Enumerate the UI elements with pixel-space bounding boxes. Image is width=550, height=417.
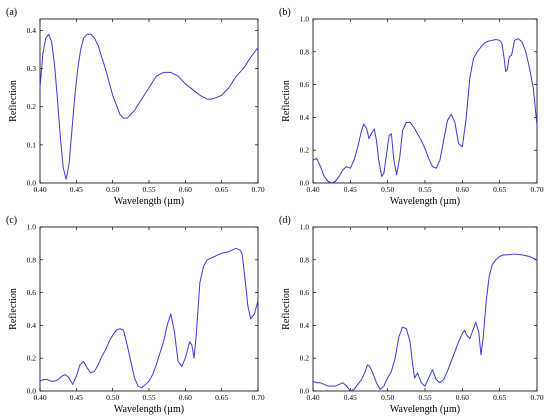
y-tick-label: 0.8	[300, 47, 310, 56]
y-tick-label: 1.0	[300, 223, 310, 232]
x-tick-label: 0.65	[215, 393, 228, 402]
x-axis-title: Wavelength (µm)	[114, 196, 184, 207]
x-tick-label: 0.65	[215, 185, 228, 194]
x-tick-label: 0.70	[251, 185, 264, 194]
plot-frame	[312, 18, 538, 184]
y-tick-label: 0.2	[300, 354, 310, 363]
y-axis-title: Reflection	[281, 288, 292, 330]
y-tick-label: 0.8	[27, 255, 37, 264]
x-tick-label: 0.70	[530, 185, 543, 194]
y-tick-label: 0.0	[300, 387, 310, 396]
panel-label: (d)	[279, 215, 291, 226]
x-tick-label: 0.55	[418, 185, 431, 194]
y-tick-label: 0.4	[27, 26, 37, 35]
y-tick-label: 0.8	[300, 255, 310, 264]
y-tick-label: 0.0	[27, 179, 37, 188]
x-tick-label: 0.50	[381, 185, 394, 194]
plot-frame	[312, 226, 538, 392]
y-tick-label: 0.4	[300, 321, 310, 330]
x-axis-title: Wavelength (µm)	[390, 404, 460, 415]
x-tick-label: 0.40	[306, 185, 319, 194]
panel-label: (c)	[6, 215, 17, 226]
y-axis-title: Reflection	[281, 80, 292, 122]
y-tick-label: 0.2	[300, 146, 310, 155]
plot-frame	[39, 226, 259, 392]
x-tick-label: 0.55	[142, 393, 155, 402]
series-line-1	[39, 247, 259, 389]
y-tick-label: 1.0	[27, 223, 37, 232]
chart-panel-1: (a) 0.40 0.45 0.50 0.55 0.60 0.65 0.70 0.0 0.1 0.2…	[6, 7, 265, 207]
series-line-1	[312, 253, 538, 392]
y-axis-title: Reflection	[8, 288, 19, 330]
y-tick-label: 0.6	[300, 288, 310, 297]
y-tick-label: 0.0	[27, 387, 37, 396]
x-tick-label: 0.60	[179, 393, 192, 402]
x-axis-title: Wavelength (µm)	[390, 196, 460, 207]
y-tick-label: 0.1	[27, 140, 37, 149]
x-tick-label: 0.40	[33, 185, 46, 194]
y-tick-label: 0.4	[300, 113, 310, 122]
x-tick-label: 0.50	[106, 185, 119, 194]
plot-frame	[39, 18, 259, 184]
x-tick-label: 0.45	[70, 393, 83, 402]
x-tick-label: 0.65	[493, 393, 506, 402]
y-tick-label: 0.2	[27, 354, 37, 363]
x-tick-label: 0.55	[418, 393, 431, 402]
y-axis-title: Reflection	[8, 80, 19, 122]
x-tick-label: 0.65	[493, 185, 506, 194]
panel-label: (b)	[279, 7, 291, 18]
y-tick-label: 0.0	[300, 179, 310, 188]
x-tick-label: 0.45	[344, 185, 357, 194]
y-tick-label: 0.6	[27, 288, 37, 297]
chart-panel-2: (b) 0.40 0.45 0.50 0.55 0.60 0.65 0.70 0.0 0.2 0.4…	[279, 7, 544, 207]
x-tick-label: 0.40	[306, 393, 319, 402]
x-tick-label: 0.60	[456, 393, 469, 402]
y-tick-label: 1.0	[300, 15, 310, 24]
x-tick-label: 0.50	[381, 393, 394, 402]
x-tick-label: 0.55	[142, 185, 155, 194]
x-tick-label: 0.45	[344, 393, 357, 402]
y-tick-label: 0.4	[27, 321, 37, 330]
x-tick-label: 0.40	[33, 393, 46, 402]
y-tick-label: 0.2	[27, 102, 37, 111]
series-line-1	[39, 33, 259, 180]
y-tick-label: 0.3	[27, 64, 37, 73]
x-tick-label: 0.60	[456, 185, 469, 194]
series-line-1	[312, 38, 538, 184]
chart-panel-4: (d) 0.40 0.45 0.50 0.55 0.60 0.65 0.70 0.0 0.2 0.4…	[279, 215, 544, 415]
y-tick-label: 0.6	[300, 80, 310, 89]
chart-panel-3: (c) 0.40 0.45 0.50 0.55 0.60 0.65 0.70 0.0 0.2 0.4…	[6, 215, 265, 415]
x-tick-label: 0.70	[530, 393, 543, 402]
x-tick-label: 0.50	[106, 393, 119, 402]
x-tick-label: 0.70	[251, 393, 264, 402]
x-tick-label: 0.45	[70, 185, 83, 194]
x-tick-label: 0.60	[179, 185, 192, 194]
panel-label: (a)	[6, 7, 17, 18]
x-axis-title: Wavelength (µm)	[114, 404, 184, 415]
